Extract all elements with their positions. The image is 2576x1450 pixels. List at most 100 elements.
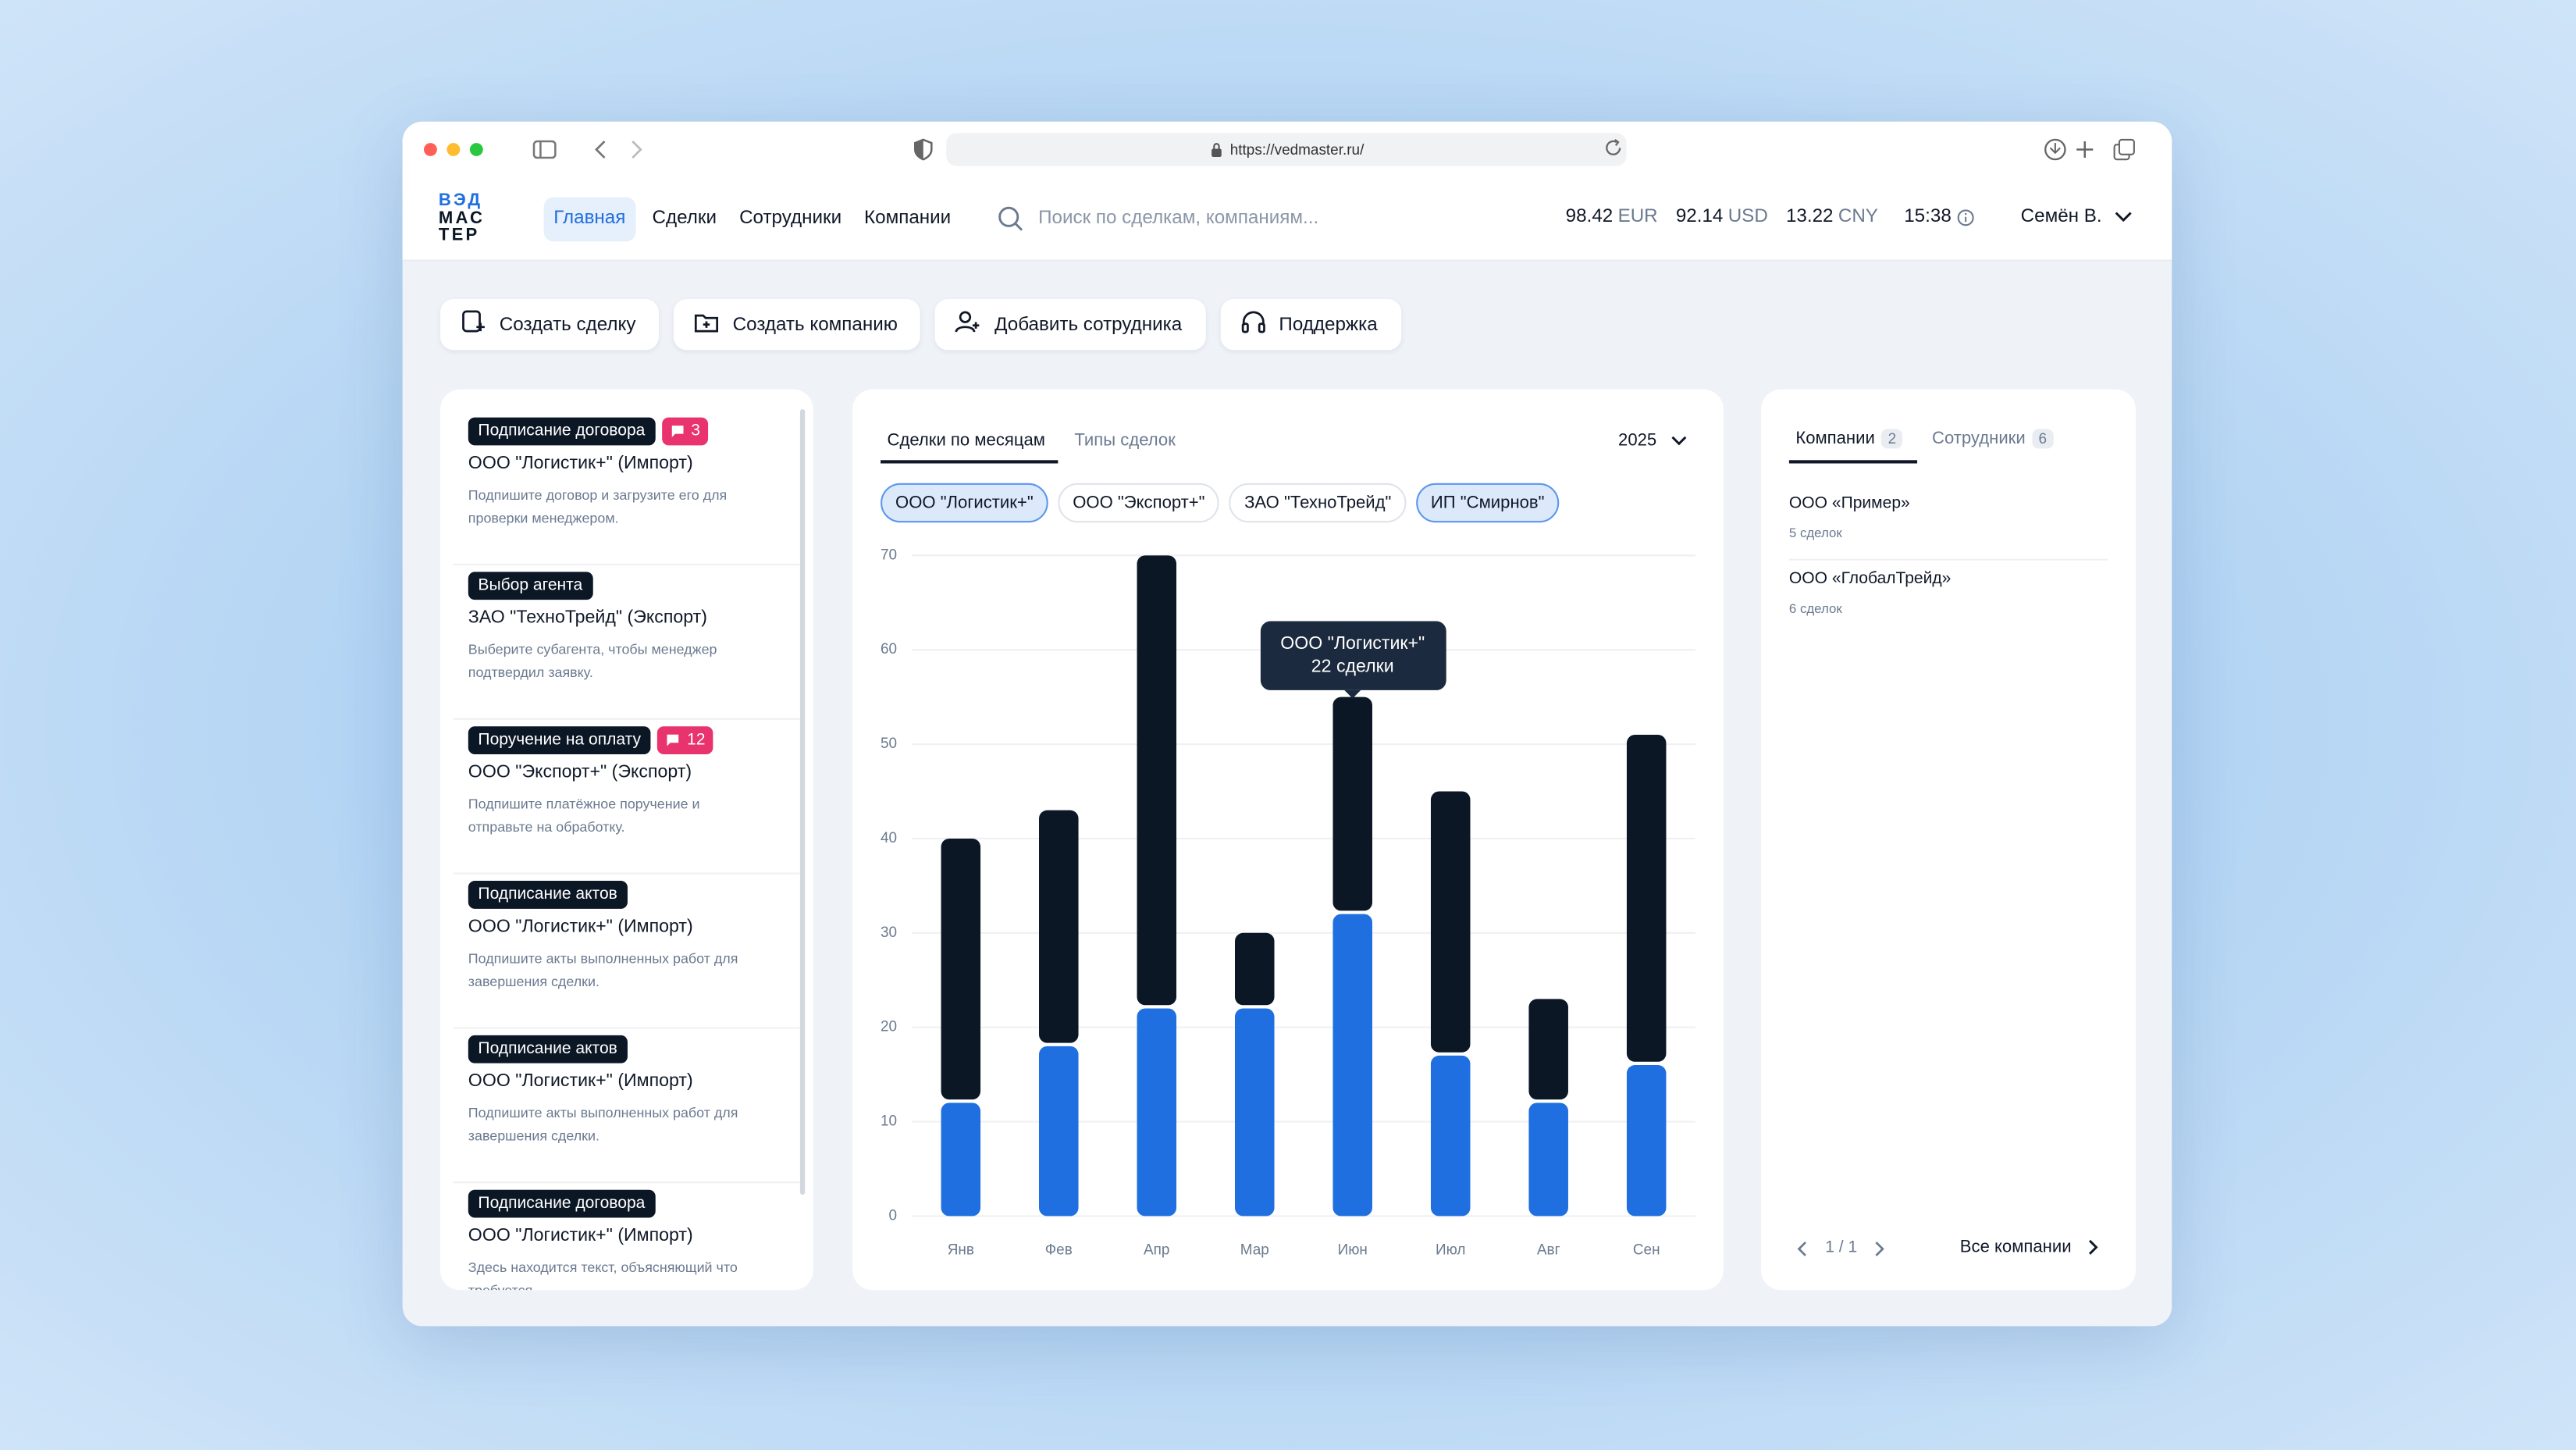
x-tick-label: Апр — [1144, 1242, 1169, 1259]
nav-item[interactable]: Сделки — [652, 208, 717, 229]
rate: 92.14 USD — [1676, 207, 1768, 226]
tab-label: Компании — [1795, 429, 1875, 449]
bar-segment — [1430, 1055, 1471, 1217]
task-company: ООО "Логистик+" (Импорт) — [468, 453, 693, 474]
nav-item[interactable]: Сотрудники — [739, 208, 842, 229]
rate-value: 98.42 — [1565, 207, 1614, 227]
action-label: Создать компанию — [732, 315, 898, 335]
rate-value: 13.22 — [1785, 207, 1834, 227]
chevron-right — [2088, 1239, 2098, 1255]
user-name: Семён В. — [2020, 207, 2102, 227]
task-company: ЗАО "ТехноТрейд" (Экспорт) — [468, 607, 707, 628]
filter-chip[interactable]: ИП "Смирнов" — [1415, 483, 1560, 523]
rate-currency: CNY — [1838, 207, 1878, 227]
bar-segment — [1626, 1065, 1667, 1217]
company-item[interactable]: ООО «Пример» 5 сделок — [1788, 494, 2108, 561]
task-description: Здесь находится текст, объясняющий что т… — [468, 1259, 738, 1290]
logo[interactable]: ВЭД МАС ТЕР — [439, 192, 507, 244]
company-name: ООО «ГлобалТрейд» — [1788, 570, 1952, 589]
task-item[interactable]: Подписание договора 3 ООО "Логистик+" (Имп… — [453, 411, 800, 565]
scrollbar[interactable] — [799, 409, 806, 1195]
task-tag: Подписание актов — [468, 1034, 628, 1063]
y-tick-label: 40 — [881, 830, 897, 846]
y-tick-label: 70 — [881, 547, 897, 563]
bar-segment — [1626, 734, 1667, 1062]
action-icon — [955, 309, 982, 340]
action-icon — [1240, 309, 1266, 340]
bar-segment — [1234, 932, 1275, 1006]
task-item[interactable]: Подписание договора ООО "Логистик+" (Импо… — [454, 1183, 800, 1290]
window-actions — [2044, 138, 2135, 161]
year-select[interactable]: 2025 — [1618, 430, 1688, 451]
address-bar[interactable]: https://vedmaster.ru/ — [946, 133, 1627, 166]
tab-underline — [881, 460, 1059, 463]
time: 15:38 — [1904, 207, 1952, 227]
zoom-button[interactable] — [469, 143, 483, 156]
prev-page[interactable] — [1795, 1240, 1809, 1256]
task-tags: Подписание договора 3 — [468, 415, 785, 445]
search-input[interactable]: Поиск по сделкам, компаниям... — [1038, 208, 1319, 229]
minimize-button[interactable] — [447, 143, 461, 156]
close-button[interactable] — [423, 143, 437, 156]
rate-value: 92.14 — [1675, 207, 1724, 227]
chart-tab[interactable]: Типы сделок — [1074, 430, 1176, 451]
company-deals: 6 сделок — [1788, 601, 1842, 617]
chart-panel: Сделки по месяцам Типы сделок 2025 ООО "… — [852, 389, 1724, 1291]
task-tag: Подписание актов — [468, 880, 628, 908]
task-tag: Подписание договора — [468, 1188, 656, 1217]
user-menu[interactable]: Семён В. — [2021, 207, 2133, 226]
x-tick-label: Фев — [1045, 1242, 1073, 1259]
nav-item[interactable]: Компании — [864, 208, 952, 229]
action-icon — [693, 309, 720, 340]
x-tick-label: Янв — [948, 1242, 974, 1259]
task-item[interactable]: Выбор агента ЗАО "ТехноТрейд" (Экспорт) Вы… — [453, 565, 800, 720]
action-button[interactable]: Добавить сотрудника — [935, 299, 1205, 351]
action-button[interactable]: Создать сделку — [440, 299, 659, 351]
rate-currency: EUR — [1617, 207, 1658, 227]
bar-segment — [1039, 810, 1079, 1043]
task-item[interactable]: Подписание актов ООО "Логистик+" (Импорт)… — [453, 1028, 800, 1184]
task-company: ООО "Логистик+" (Импорт) — [468, 1226, 693, 1246]
action-button[interactable]: Создать компанию — [673, 299, 921, 351]
task-tags: Подписание актов — [468, 1034, 785, 1063]
lock-icon — [1211, 143, 1222, 157]
company-item[interactable]: ООО «ГлобалТрейд» 6 сделок — [1789, 570, 2108, 634]
task-tags: Подписание договора — [468, 1188, 785, 1218]
task-item[interactable]: Подписание актов ООО "Логистик+" (Импорт)… — [453, 875, 800, 1029]
bar-segment — [1528, 1103, 1568, 1217]
filter-chip[interactable]: ООО "Экспорт+" — [1058, 483, 1220, 523]
y-tick-label: 0 — [889, 1207, 898, 1224]
y-tick-label: 10 — [881, 1113, 897, 1130]
logo-line: ТЕР — [438, 225, 480, 245]
url-text: https://vedmaster.ru/ — [1229, 141, 1364, 159]
side-tab[interactable]: Компании 2 — [1795, 429, 1903, 449]
task-company: ООО "Логистик+" (Импорт) — [468, 1071, 693, 1092]
comment-count: 12 — [687, 730, 706, 749]
all-companies-link[interactable]: Все компании — [1960, 1238, 2100, 1257]
comment-count: 3 — [691, 421, 701, 440]
task-tags: Выбор агента — [468, 570, 785, 600]
bar-segment — [1137, 555, 1177, 1006]
tasks-panel: Подписание договора 3 ООО "Логистик+" (Имп… — [440, 389, 813, 1291]
task-company: ООО "Логистик+" (Импорт) — [468, 917, 693, 937]
chart-tab[interactable]: Сделки по месяцам — [887, 430, 1045, 451]
reload-icon[interactable] — [1603, 138, 1623, 158]
filter-chip[interactable]: ООО "Логистик+" — [881, 483, 1048, 523]
task-tags: Подписание актов — [468, 879, 785, 909]
bar-segment — [1039, 1046, 1079, 1217]
bar-segment — [1430, 791, 1471, 1053]
side-tab[interactable]: Сотрудники 6 — [1932, 429, 2054, 449]
nav-item[interactable]: Главная — [543, 197, 636, 242]
company-name: ООО «Пример» — [1788, 494, 1910, 513]
next-page[interactable] — [1873, 1240, 1887, 1256]
search-icon — [998, 206, 1023, 231]
task-tag: Подписание договора — [468, 416, 656, 445]
task-item[interactable]: Поручение на оплату 12 ООО "Экспорт+" (Экс… — [453, 720, 800, 875]
tooltip-pointer — [1344, 689, 1361, 699]
x-tick-label: Мар — [1240, 1242, 1269, 1259]
info-icon[interactable] — [1956, 208, 1974, 226]
y-tick-label: 50 — [881, 736, 897, 752]
bar-segment — [941, 1103, 981, 1217]
filter-chip[interactable]: ЗАО "ТехноТрейд" — [1229, 483, 1407, 523]
action-button[interactable]: Поддержка — [1219, 299, 1401, 351]
